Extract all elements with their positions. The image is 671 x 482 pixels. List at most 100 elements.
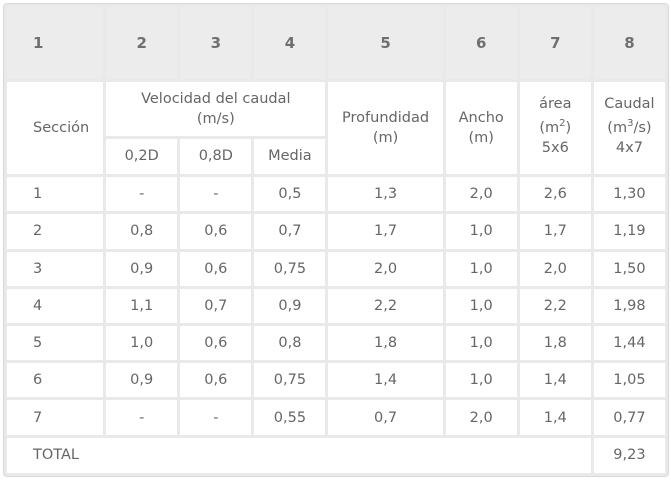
area-label: área <box>539 96 572 113</box>
table-row: 3 0,9 0,6 0,75 2,0 1,0 2,0 1,50 <box>7 251 665 286</box>
table-cell: 2,6 <box>519 177 591 212</box>
col-number: 4 <box>254 7 326 80</box>
table-cell: 0,7 <box>180 288 252 324</box>
table-cell: 7 <box>7 400 104 435</box>
table-cell: 1,1 <box>106 288 178 324</box>
table-cell: - <box>106 177 178 212</box>
table-cell: 1,05 <box>593 363 665 398</box>
table-cell: 2,2 <box>328 288 443 324</box>
profundidad-unit: (m) <box>372 130 399 147</box>
table-cell: 1,3 <box>328 177 443 212</box>
table-cell: 0,5 <box>254 177 326 212</box>
table-cell: 2,0 <box>445 177 517 212</box>
total-label: TOTAL <box>7 437 591 473</box>
table-cell: 0,8 <box>254 326 326 361</box>
table-cell: 1,0 <box>445 214 517 249</box>
area-unit: (m2) <box>539 118 572 137</box>
velocidad-unit: (m/s) <box>196 111 235 128</box>
table-cell: - <box>106 400 178 435</box>
table-cell: 0,77 <box>593 400 665 435</box>
total-value: 9,23 <box>593 437 665 473</box>
subheader-row: 0,2D 0,8D Media <box>7 138 665 175</box>
table-cell: 2 <box>7 214 104 249</box>
ancho-unit: (m) <box>468 130 494 147</box>
table-cell: 3 <box>7 251 104 286</box>
table-cell: 0,75 <box>254 251 326 286</box>
flow-table: 1 2 3 4 5 6 7 8 Sección Velocidad del ca… <box>4 4 668 476</box>
table-cell: 1,8 <box>519 326 591 361</box>
sub-header-02d: 0,2D <box>106 138 178 175</box>
table-cell: 0,9 <box>106 251 178 286</box>
table-row: 4 1,1 0,7 0,9 2,2 1,0 2,2 1,98 <box>7 288 665 324</box>
table-cell: 5 <box>7 326 104 361</box>
col-number: 2 <box>106 7 178 80</box>
header-row: Sección Velocidad del caudal (m/s) Profu… <box>7 82 665 175</box>
table-body: 1- -0,5 1,3 2,0 2,6 1,30 2 0,8 0,6 0,7 1,7 1,0 1,7 1,… <box>7 177 665 435</box>
caudal-label: Caudal <box>604 96 655 113</box>
table-cell: 0,75 <box>254 363 326 398</box>
table-cell: - <box>180 177 252 212</box>
area-header: área (m2) 5x6 <box>519 82 591 175</box>
caudal-unit: (m3/s) <box>607 118 652 137</box>
flow-table-frame: 1 2 3 4 5 6 7 8 Sección Velocidad del ca… <box>3 3 669 477</box>
table-cell: 1,4 <box>519 363 591 398</box>
table-cell: 6 <box>7 363 104 398</box>
table-cell: 0,6 <box>180 363 252 398</box>
table-row: 5 1,0 0,6 0,8 1,8 1,0 1,8 1,44 <box>7 326 665 361</box>
table-cell: 4 <box>7 288 104 324</box>
table-cell: 1,7 <box>328 214 443 249</box>
table-cell: 0,7 <box>254 214 326 249</box>
table-cell: 1,8 <box>328 326 443 361</box>
table-cell: 1,0 <box>445 288 517 324</box>
seccion-header: Sección <box>7 82 104 175</box>
table-cell: 1,50 <box>593 251 665 286</box>
col-number: 1 <box>7 7 104 80</box>
table-cell: - <box>180 400 252 435</box>
table-cell: 1 <box>7 177 104 212</box>
table-cell: 0,6 <box>180 326 252 361</box>
col-number: 6 <box>445 7 517 80</box>
column-number-row: 1 2 3 4 5 6 7 8 <box>7 7 665 80</box>
table-row: 1- -0,5 1,3 2,0 2,6 1,30 <box>7 177 665 212</box>
table-cell: 1,4 <box>519 400 591 435</box>
col-number: 5 <box>328 7 443 80</box>
table-cell: 1,30 <box>593 177 665 212</box>
table-row: 2 0,8 0,6 0,7 1,7 1,0 1,7 1,19 <box>7 214 665 249</box>
table-cell: 0,9 <box>106 363 178 398</box>
table-row: 7- -0,55 0,7 2,0 1,4 0,77 <box>7 400 665 435</box>
table-cell: 1,19 <box>593 214 665 249</box>
caudal-header: Caudal (m3/s) 4x7 <box>593 82 665 175</box>
ancho-header: Ancho (m) <box>445 82 517 175</box>
profundidad-label: Profundidad <box>342 110 430 127</box>
table-cell: 1,4 <box>328 363 443 398</box>
table-cell: 0,55 <box>254 400 326 435</box>
sub-header-media: Media <box>254 138 326 175</box>
table-cell: 2,0 <box>445 400 517 435</box>
total-row: TOTAL 9,23 <box>7 437 665 473</box>
caudal-formula: 4x7 <box>615 140 643 157</box>
table-cell: 0,8 <box>106 214 178 249</box>
table-cell: 0,6 <box>180 251 252 286</box>
table-cell: 1,7 <box>519 214 591 249</box>
col-number: 8 <box>593 7 665 80</box>
area-formula: 5x6 <box>541 140 569 157</box>
table-cell: 2,2 <box>519 288 591 324</box>
col-number: 3 <box>180 7 252 80</box>
table-cell: 1,0 <box>106 326 178 361</box>
table-cell: 1,44 <box>593 326 665 361</box>
table-cell: 1,0 <box>445 363 517 398</box>
table-cell: 1,98 <box>593 288 665 324</box>
velocidad-label: Velocidad del caudal <box>141 91 291 108</box>
sub-header-08d: 0,8D <box>180 138 252 175</box>
table-cell: 0,6 <box>180 214 252 249</box>
ancho-label: Ancho <box>458 110 504 127</box>
table-cell: 0,9 <box>254 288 326 324</box>
velocidad-header: Velocidad del caudal (m/s) <box>106 82 326 136</box>
table-cell: 1,0 <box>445 251 517 286</box>
table-row: 6 0,9 0,6 0,75 1,4 1,0 1,4 1,05 <box>7 363 665 398</box>
table-cell: 2,0 <box>328 251 443 286</box>
table-cell: 2,0 <box>519 251 591 286</box>
table-cell: 1,0 <box>445 326 517 361</box>
profundidad-header: Profundidad (m) <box>328 82 443 175</box>
table-cell: 0,7 <box>328 400 443 435</box>
